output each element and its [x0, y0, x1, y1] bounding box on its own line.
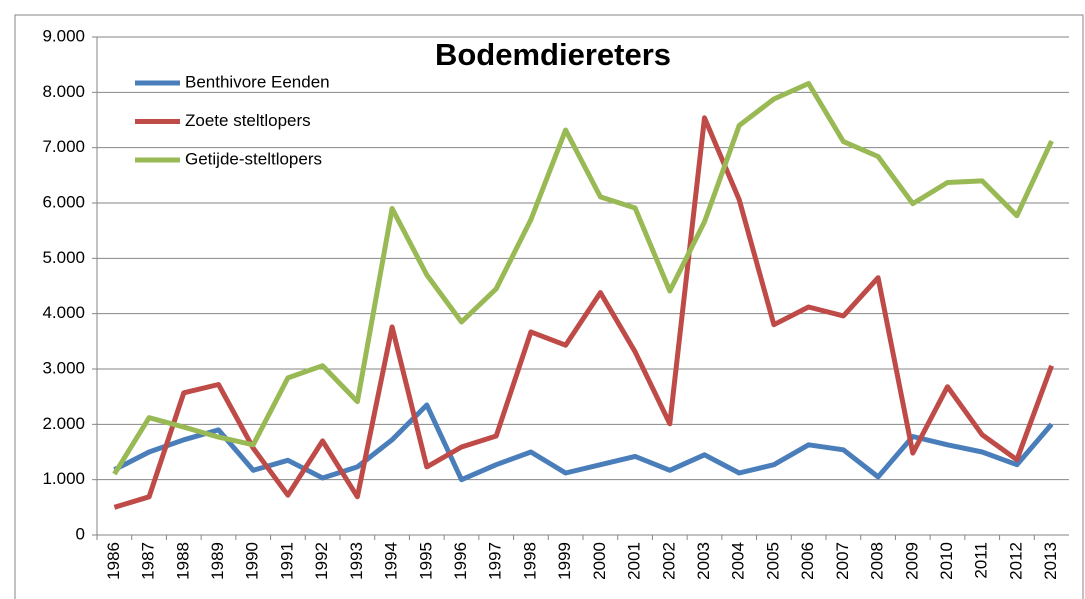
y-tick-label: 7.000 — [42, 137, 85, 156]
x-tick-label: 1994 — [382, 542, 401, 580]
x-tick-label: 1998 — [520, 542, 539, 580]
y-tick-label: 5.000 — [42, 248, 85, 267]
x-tick-label: 1993 — [347, 542, 366, 580]
y-tick-label: 0 — [76, 524, 85, 543]
x-tick-label: 2002 — [659, 542, 678, 580]
legend-label: Benthivore Eenden — [185, 72, 330, 91]
x-tick-label: 1990 — [243, 542, 262, 580]
y-tick-label: 4.000 — [42, 303, 85, 322]
series-line — [113, 115, 1054, 510]
legend-label: Getijde-steltlopers — [185, 149, 322, 168]
y-tick-label: 6.000 — [42, 192, 85, 211]
x-tick-label: 2009 — [902, 542, 921, 580]
x-tick-label: 2000 — [590, 542, 609, 580]
x-tick-label: 2004 — [729, 542, 748, 580]
y-tick-label: 2.000 — [42, 414, 85, 433]
x-tick-label: 1988 — [173, 542, 192, 580]
x-tick-label: 2010 — [937, 542, 956, 580]
x-tick-label: 1986 — [104, 542, 123, 580]
x-tick-label: 1989 — [208, 542, 227, 580]
legend-label: Zoete steltlopers — [185, 111, 311, 130]
y-tick-label: 8.000 — [42, 82, 85, 101]
x-tick-label: 2011 — [972, 542, 991, 579]
x-tick-label: 2007 — [833, 542, 852, 580]
x-tick-label: 2003 — [694, 542, 713, 580]
y-tick-label: 9.000 — [42, 26, 85, 45]
x-tick-label: 1999 — [555, 542, 574, 580]
chart-border — [14, 14, 1084, 599]
series-line — [113, 402, 1054, 483]
y-tick-label: 1.000 — [42, 469, 85, 488]
x-tick-label: 1995 — [416, 542, 435, 580]
series-line — [112, 81, 1054, 476]
x-tick-label: 2013 — [1041, 542, 1060, 580]
x-tick-label: 2012 — [1006, 542, 1025, 580]
chart-title: Bodemdiereters — [435, 37, 671, 72]
x-tick-label: 1991 — [277, 542, 296, 580]
x-tick-label: 1992 — [312, 542, 331, 580]
x-tick-label: 1996 — [451, 542, 470, 580]
x-tick-label: 2001 — [625, 542, 644, 580]
x-tick-label: 1997 — [486, 542, 505, 580]
x-tick-label: 2006 — [798, 542, 817, 580]
x-tick-label: 2008 — [868, 542, 887, 580]
y-tick-label: 3.000 — [42, 358, 85, 377]
x-tick-label: 2005 — [763, 542, 782, 580]
x-tick-label: 1987 — [139, 542, 158, 580]
